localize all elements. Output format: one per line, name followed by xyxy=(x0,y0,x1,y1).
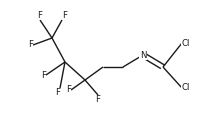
Text: Cl: Cl xyxy=(181,38,189,48)
Text: Cl: Cl xyxy=(181,84,189,92)
Text: F: F xyxy=(37,11,42,20)
Text: F: F xyxy=(55,88,60,97)
Text: F: F xyxy=(66,85,71,94)
Text: F: F xyxy=(95,95,100,104)
Text: N: N xyxy=(139,50,146,60)
Text: F: F xyxy=(62,11,67,20)
Text: F: F xyxy=(41,70,46,80)
Text: F: F xyxy=(28,40,33,50)
